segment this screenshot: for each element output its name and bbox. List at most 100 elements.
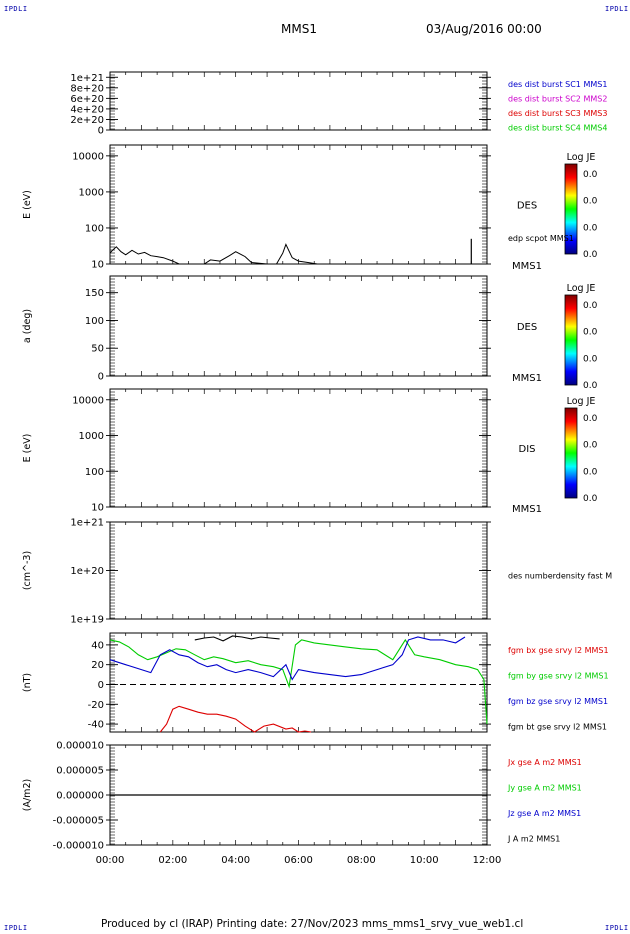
- colorbar: [564, 294, 578, 386]
- legend-entry: fgm bz gse srvy l2 MMS1: [508, 697, 608, 706]
- spacecraft-label: MMS1: [512, 261, 542, 272]
- legend-entry: J A m2 MMS1: [507, 835, 560, 844]
- panel-frame-3: [109, 275, 488, 377]
- instrument-label: DIS: [519, 444, 536, 455]
- y-tick-label: 2e+20: [70, 115, 104, 126]
- y-tick-label: 10: [91, 503, 104, 514]
- legend-entry: Jy gse A m2 MMS1: [507, 784, 582, 793]
- x-tick-label: 02:00: [158, 855, 187, 866]
- corner-label-top-right: IPDLI: [605, 5, 629, 13]
- corner-label-bottom-right: IPDLI: [605, 924, 629, 932]
- y-tick-label: 1000: [79, 431, 104, 442]
- colorbar-tick-label: 0.0: [583, 197, 598, 207]
- panel-frame-2: [109, 144, 488, 265]
- corner-label-bottom-left: IPDLI: [4, 924, 28, 932]
- scpot-line: [109, 243, 318, 265]
- instrument-label: DES: [517, 322, 537, 333]
- legend-entry: fgm bt gse srvy l2 MMS1: [508, 723, 607, 732]
- panel-frame-4: [109, 388, 488, 508]
- y-tick-label: 100: [85, 223, 104, 234]
- legend-entry: fgm bx gse srvy l2 MMS1: [508, 646, 609, 655]
- instrument-label: DES: [517, 201, 537, 212]
- y-tick-label: 0.000010: [56, 741, 104, 752]
- spacecraft-label: MMS1: [512, 373, 542, 384]
- colorbar: [564, 407, 578, 499]
- y-tick-label: -0.000010: [53, 841, 104, 852]
- y-tick-label: 1e+21: [70, 73, 104, 84]
- colorbar-tick-label: 0.0: [583, 328, 598, 338]
- series-line: [109, 636, 466, 681]
- y-axis-label: (nT): [22, 673, 33, 692]
- y-tick-label: 6e+20: [70, 94, 104, 105]
- y-axis-label: E (eV): [22, 190, 33, 219]
- y-tick-label: 0: [98, 680, 104, 691]
- corner-label-top-left: IPDLI: [4, 5, 28, 13]
- x-tick-label: 04:00: [221, 855, 250, 866]
- y-tick-label: 10000: [72, 395, 104, 406]
- colorbar-tick-label: 0.0: [583, 170, 598, 180]
- y-tick-label: 0: [98, 372, 104, 383]
- y-axis-label: a (deg): [22, 309, 33, 343]
- legend-entry: des dist burst SC2 MMS2: [508, 95, 607, 104]
- panel-frame-5: [109, 521, 488, 620]
- overlay-label: edp scpot MMS1: [508, 234, 574, 243]
- y-tick-label: 1e+21: [70, 518, 104, 529]
- colorbar-tick-label: 0.0: [583, 354, 598, 364]
- y-tick-label: 4e+20: [70, 104, 104, 115]
- spacecraft-label: MMS1: [512, 504, 542, 515]
- y-tick-label: 20: [91, 660, 104, 671]
- y-tick-label: -20: [88, 700, 104, 711]
- legend-entry: des dist burst SC1 MMS1: [508, 80, 607, 89]
- y-axis-label: E (eV): [22, 434, 33, 463]
- panel-frame-1: [109, 71, 488, 131]
- y-axis-label: (A/m2): [22, 779, 33, 811]
- series-line: [194, 635, 280, 642]
- y-axis-label: (cm^-3): [22, 551, 33, 590]
- colorbar-tick-label: 0.0: [583, 250, 598, 260]
- footer-text: Produced by cl (IRAP) Printing date: 27/…: [101, 918, 524, 930]
- colorbar-tick-label: 0.0: [583, 494, 598, 504]
- x-tick-label: 08:00: [347, 855, 376, 866]
- series-line: [109, 638, 488, 725]
- y-tick-label: 1e+20: [70, 566, 104, 577]
- series-line: [159, 705, 312, 733]
- y-tick-label: 150: [85, 288, 104, 299]
- legend-entry: des numberdensity fast M: [508, 572, 612, 581]
- y-tick-label: 1000: [79, 187, 104, 198]
- y-tick-label: -0.000005: [53, 816, 104, 827]
- x-tick-label: 00:00: [96, 855, 125, 866]
- y-tick-label: 0: [98, 126, 104, 137]
- legend-entry: des dist burst SC3 MMS3: [508, 109, 607, 118]
- colorbar-tick-label: 0.0: [583, 223, 598, 233]
- colorbar-tick-label: 0.0: [583, 381, 598, 391]
- y-tick-label: 100: [85, 467, 104, 478]
- colorbar-tick-label: 0.0: [583, 441, 598, 451]
- legend-entry: fgm by gse srvy l2 MMS1: [508, 672, 609, 681]
- spacecraft-title: MMS1: [281, 22, 317, 36]
- colorbar-tick-label: 0.0: [583, 301, 598, 311]
- colorbar-tick-label: 0.0: [583, 467, 598, 477]
- y-tick-label: 50: [91, 344, 104, 355]
- colorbar-title: Log JE: [567, 152, 596, 163]
- colorbar-title: Log JE: [567, 396, 596, 407]
- panel-frame-6: [109, 632, 488, 733]
- y-tick-label: -40: [88, 720, 104, 731]
- y-tick-label: 40: [91, 640, 104, 651]
- y-tick-label: 10000: [72, 151, 104, 162]
- colorbar-tick-label: 0.0: [583, 414, 598, 424]
- x-tick-label: 06:00: [284, 855, 313, 866]
- x-tick-label: 12:00: [473, 855, 502, 866]
- y-tick-label: 1e+19: [70, 615, 104, 626]
- y-tick-label: 100: [85, 316, 104, 327]
- legend-entry: Jz gse A m2 MMS1: [507, 809, 581, 818]
- y-tick-label: 10: [91, 260, 104, 271]
- y-tick-label: 0.000005: [56, 766, 104, 777]
- legend-entry: des dist burst SC4 MMS4: [508, 124, 607, 133]
- plot-date: 03/Aug/2016 00:00: [426, 22, 542, 36]
- y-tick-label: 8e+20: [70, 83, 104, 94]
- y-tick-label: 0.000000: [56, 791, 104, 802]
- colorbar-title: Log JE: [567, 283, 596, 294]
- colorbar: [564, 163, 578, 255]
- legend-entry: Jx gse A m2 MMS1: [507, 758, 582, 767]
